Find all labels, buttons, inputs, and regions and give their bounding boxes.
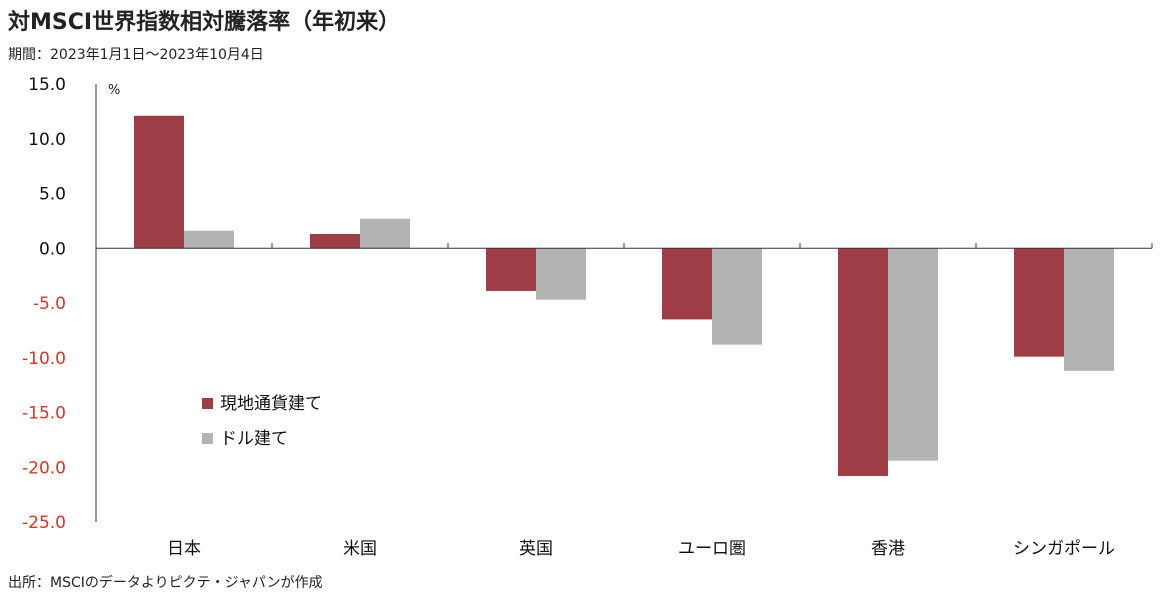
y-tick-label: -15.0 xyxy=(22,404,66,424)
source-note: 出所：MSCIのデータよりピクテ・ジャパンが作成 xyxy=(8,575,323,591)
y-axis-ticks: 15.0 10.0 5.0 0.0 -5.0 -10.0 -15.0 -20.0 -25.0 xyxy=(22,75,66,533)
y-tick-label: 10.0 xyxy=(28,130,66,150)
bar-usd-3 xyxy=(712,248,762,345)
y-tick-label: 5.0 xyxy=(39,185,66,205)
category-label: 英国 xyxy=(519,539,553,559)
bar-local-currency-4 xyxy=(838,248,888,477)
category-label: 香港 xyxy=(871,539,905,559)
bar-usd-2 xyxy=(536,248,586,300)
legend-label: 現地通貨建て xyxy=(220,394,322,414)
bar-local-currency-0 xyxy=(134,115,184,249)
y-tick-label: 15.0 xyxy=(28,75,66,95)
bar-usd-0 xyxy=(184,230,234,249)
category-label: 米国 xyxy=(343,539,377,559)
category-label: 日本 xyxy=(167,539,201,559)
x-axis xyxy=(95,243,1153,249)
legend-swatch xyxy=(202,433,213,444)
legend-label: ドル建て xyxy=(220,429,288,449)
y-tick-label: -5.0 xyxy=(33,294,66,314)
category-label: ユーロ圏 xyxy=(678,539,746,559)
bar-local-currency-5 xyxy=(1014,248,1064,357)
y-tick-label: -25.0 xyxy=(22,513,66,533)
bar-local-currency-3 xyxy=(662,248,712,320)
y-tick-label: -20.0 xyxy=(22,458,66,478)
bar-usd-5 xyxy=(1064,248,1114,371)
bar-usd-1 xyxy=(360,218,410,249)
chart-title: 対MSCI世界指数相対騰落率（年初来） xyxy=(8,10,401,35)
legend-swatch xyxy=(202,398,213,409)
bar-local-currency-2 xyxy=(486,248,536,291)
y-tick-label: -10.0 xyxy=(22,349,66,369)
y-tick-label: 0.0 xyxy=(39,239,66,259)
category-label: シンガポール xyxy=(1013,539,1115,559)
y-unit-label: % xyxy=(108,83,120,98)
category-labels: 日本 米国 英国 ユーロ圏 香港 シンガポール xyxy=(167,539,1115,559)
bar-local-currency-1 xyxy=(310,234,360,249)
bars xyxy=(134,115,1114,477)
chart-subtitle: 期間：2023年1月1日～2023年10月4日 xyxy=(8,47,264,63)
bar-usd-4 xyxy=(888,248,938,461)
